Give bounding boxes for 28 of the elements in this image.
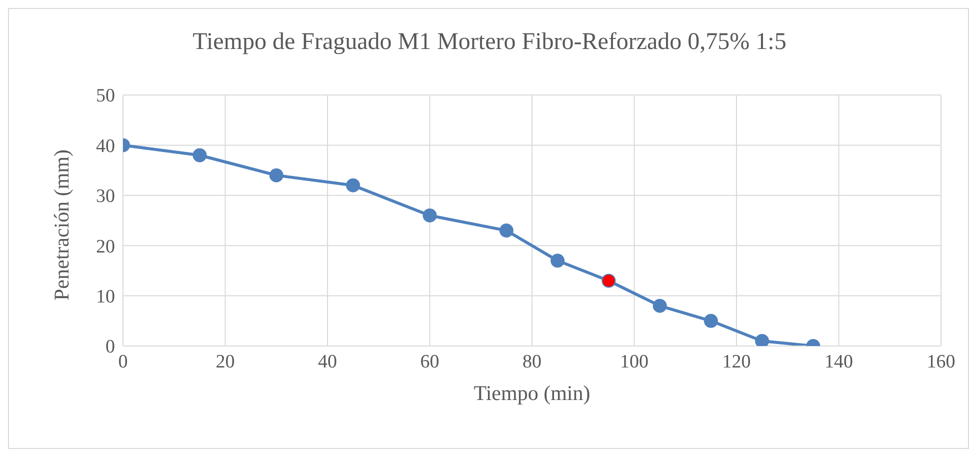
y-tick-label: 0 [106,336,115,358]
y-tick-label: 20 [96,236,115,258]
chart-title: Tiempo de Fraguado M1 Mortero Fibro-Reforzado 0,75% 1:5 [192,29,788,56]
point [422,208,437,222]
point [346,178,360,192]
point [755,334,770,346]
x-tick-label: 40 [318,351,337,372]
x-axis-title: Tiempo (min) [474,381,590,405]
y-tick-label: 40 [96,136,115,157]
y-tick-label: 10 [96,286,115,308]
x-tick-label: 60 [420,351,440,372]
y-axis-title: Penetración (mm) [49,149,74,300]
x-tick-label: 0 [118,351,128,372]
x-tick-label: 160 [926,351,956,372]
point [602,274,616,288]
point [652,298,667,313]
x-tick-label: 80 [522,351,542,372]
x-tick-label: 120 [722,351,751,372]
point [704,314,718,328]
x-tick-label: 20 [216,351,235,372]
x-tick-label: 100 [620,351,648,372]
point [192,148,207,162]
point [269,168,284,182]
y-tick-label: 50 [96,86,115,107]
x-tick-label: 140 [824,351,853,372]
y-tick-label: 30 [96,186,115,208]
point [550,254,565,268]
point [499,224,514,238]
